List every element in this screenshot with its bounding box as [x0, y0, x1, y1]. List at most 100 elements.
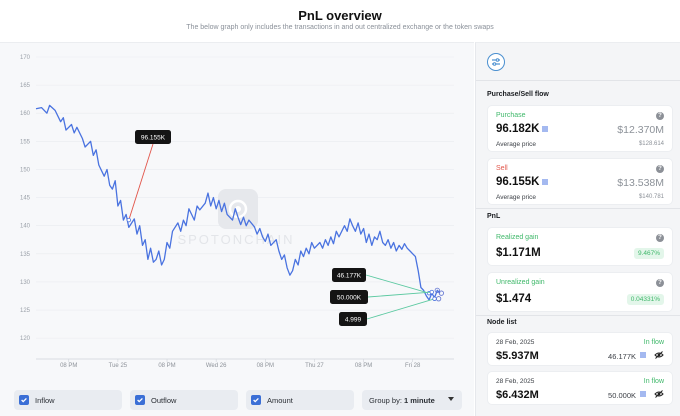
y-tick-label: 145	[20, 196, 31, 202]
y-tick-label: 120	[20, 336, 31, 342]
settings-button[interactable]	[487, 53, 505, 71]
annotation-label: 50.000K	[337, 295, 362, 302]
purchase-sell-title: Purchase/Sell flow	[487, 91, 549, 98]
purchase-avg-label: Average price	[496, 141, 536, 148]
pnl-chart[interactable]: SPOTONCHAIN 120 125 130 135 140 145 150 155 160 1…	[0, 43, 474, 383]
annotation-box[interactable]	[330, 290, 368, 304]
y-tick-label: 130	[20, 280, 31, 286]
purchase-usd: $12.370M	[617, 124, 664, 136]
y-tick-label: 160	[20, 111, 31, 117]
annotation-connector	[128, 143, 154, 221]
node-amount: 46.177K	[608, 352, 636, 361]
node-date: 28 Feb, 2025	[496, 378, 535, 385]
pnl-title: PnL	[487, 213, 501, 220]
annotation-box[interactable]	[135, 130, 171, 144]
realized-gain-percent-badge: 9.467%	[633, 248, 664, 259]
sell-avg-label: Average price	[496, 194, 536, 201]
help-icon[interactable]: ?	[656, 234, 664, 242]
inflow-toggle[interactable]: Inflow	[14, 390, 122, 410]
watermark: SPOTONCHAIN	[177, 189, 294, 247]
unrealized-gain-value: $1.474	[496, 293, 532, 305]
y-tick-label: 135	[20, 252, 31, 258]
realized-gain-value: $1.171M	[496, 247, 541, 259]
purchase-amount: 96.182K	[496, 123, 549, 135]
node-flow: In flow	[643, 339, 664, 346]
node-flow: In flow	[643, 378, 664, 385]
annotation-connector	[367, 291, 432, 298]
annotation-label: 46.177K	[337, 273, 362, 280]
annotation-connector	[365, 274, 430, 294]
node-usd: $5.937M	[496, 350, 539, 362]
purchase-label: Purchase	[496, 112, 526, 119]
x-tick-label: 08 PM	[355, 363, 372, 369]
sell-avg-value: $140.781	[638, 194, 664, 200]
realized-gain-label: Realized gain	[496, 234, 539, 241]
y-tick-label: 140	[20, 224, 31, 230]
group-by-value: 1 minute	[403, 395, 435, 405]
realized-gain-card: Realized gain ? $1.171M 9.467%	[487, 227, 673, 266]
unrealized-gain-label: Unrealized gain	[496, 279, 545, 286]
token-icon	[542, 179, 549, 185]
node-amount: 50.000K	[608, 391, 636, 400]
checkbox-checked-icon[interactable]	[19, 395, 29, 405]
node-list-item[interactable]: 28 Feb, 2025 In flow $5.937M 46.177K	[487, 332, 673, 366]
x-tick-label: Tue 25	[109, 363, 128, 369]
sell-amount: 96.155K	[496, 176, 549, 188]
price-line	[35, 104, 441, 301]
chart-panel: SPOTONCHAIN 120 125 130 135 140 145 150 155 160 1…	[0, 42, 474, 416]
y-tick-label: 125	[20, 308, 31, 314]
sell-label: Sell	[496, 165, 508, 172]
chevron-down-icon	[448, 397, 454, 401]
purchase-avg-value: $128.614	[638, 141, 664, 147]
x-tick-label: Thu 27	[305, 363, 324, 369]
token-icon	[640, 391, 646, 397]
summary-sidebar: Purchase/Sell flow Purchase ? 96.182K $1…	[475, 42, 680, 416]
help-icon[interactable]: ?	[656, 279, 664, 287]
node-date: 28 Feb, 2025	[496, 339, 535, 346]
annotation-label: 96.155K	[141, 135, 166, 142]
checkbox-checked-icon[interactable]	[251, 395, 261, 405]
y-tick-label: 155	[20, 139, 31, 145]
group-by-label: Group by:	[369, 395, 402, 405]
node-list-item[interactable]: 28 Feb, 2025 In flow $6.432M 50.000K	[487, 371, 673, 405]
annotation-box[interactable]	[332, 268, 366, 282]
node-marker[interactable]	[434, 287, 440, 293]
annotation-box[interactable]	[339, 312, 367, 326]
checkbox-checked-icon[interactable]	[135, 395, 145, 405]
node-usd: $6.432M	[496, 389, 539, 401]
sell-card: Sell ? 96.155K $13.538M Average price $1…	[487, 158, 673, 205]
watermark-text: SPOTONCHAIN	[177, 232, 294, 247]
help-icon[interactable]: ?	[656, 112, 664, 120]
help-icon[interactable]: ?	[656, 165, 664, 173]
node-list-title: Node list	[487, 319, 517, 326]
x-tick-label: Fri 28	[405, 363, 421, 369]
annotation-label: 4.999	[345, 317, 362, 324]
divider	[476, 208, 680, 209]
outflow-toggle[interactable]: Outflow	[130, 390, 238, 410]
token-icon	[640, 352, 646, 358]
x-tick-label: 08 PM	[60, 363, 77, 369]
y-tick-label: 165	[20, 83, 31, 89]
annotation-point[interactable]	[432, 296, 437, 301]
inflow-label: Inflow	[35, 395, 55, 405]
amount-toggle[interactable]: Amount	[246, 390, 354, 410]
amount-label: Amount	[267, 395, 293, 405]
annotation-point[interactable]	[429, 289, 435, 295]
outflow-label: Outflow	[151, 395, 177, 405]
chart-controls: Inflow Outflow Amount Group by: 1 minute	[0, 387, 474, 415]
node-marker[interactable]	[436, 296, 442, 302]
x-tick-label: 08 PM	[257, 363, 274, 369]
group-by-select[interactable]: Group by: 1 minute	[362, 390, 462, 410]
annotation-connector	[366, 298, 435, 320]
page-subtitle: The below graph only includes the transa…	[186, 24, 494, 31]
divider	[476, 80, 680, 81]
eye-off-icon[interactable]	[654, 390, 664, 398]
y-tick-label: 150	[20, 167, 31, 173]
divider	[476, 315, 680, 316]
eye-off-icon[interactable]	[654, 351, 664, 359]
unrealized-gain-card: Unrealized gain ? $1.474 0.04331%	[487, 272, 673, 312]
token-icon	[542, 126, 549, 132]
x-tick-label: 08 PM	[158, 363, 175, 369]
node-marker[interactable]	[438, 290, 444, 296]
annotation-point[interactable]	[126, 217, 132, 223]
